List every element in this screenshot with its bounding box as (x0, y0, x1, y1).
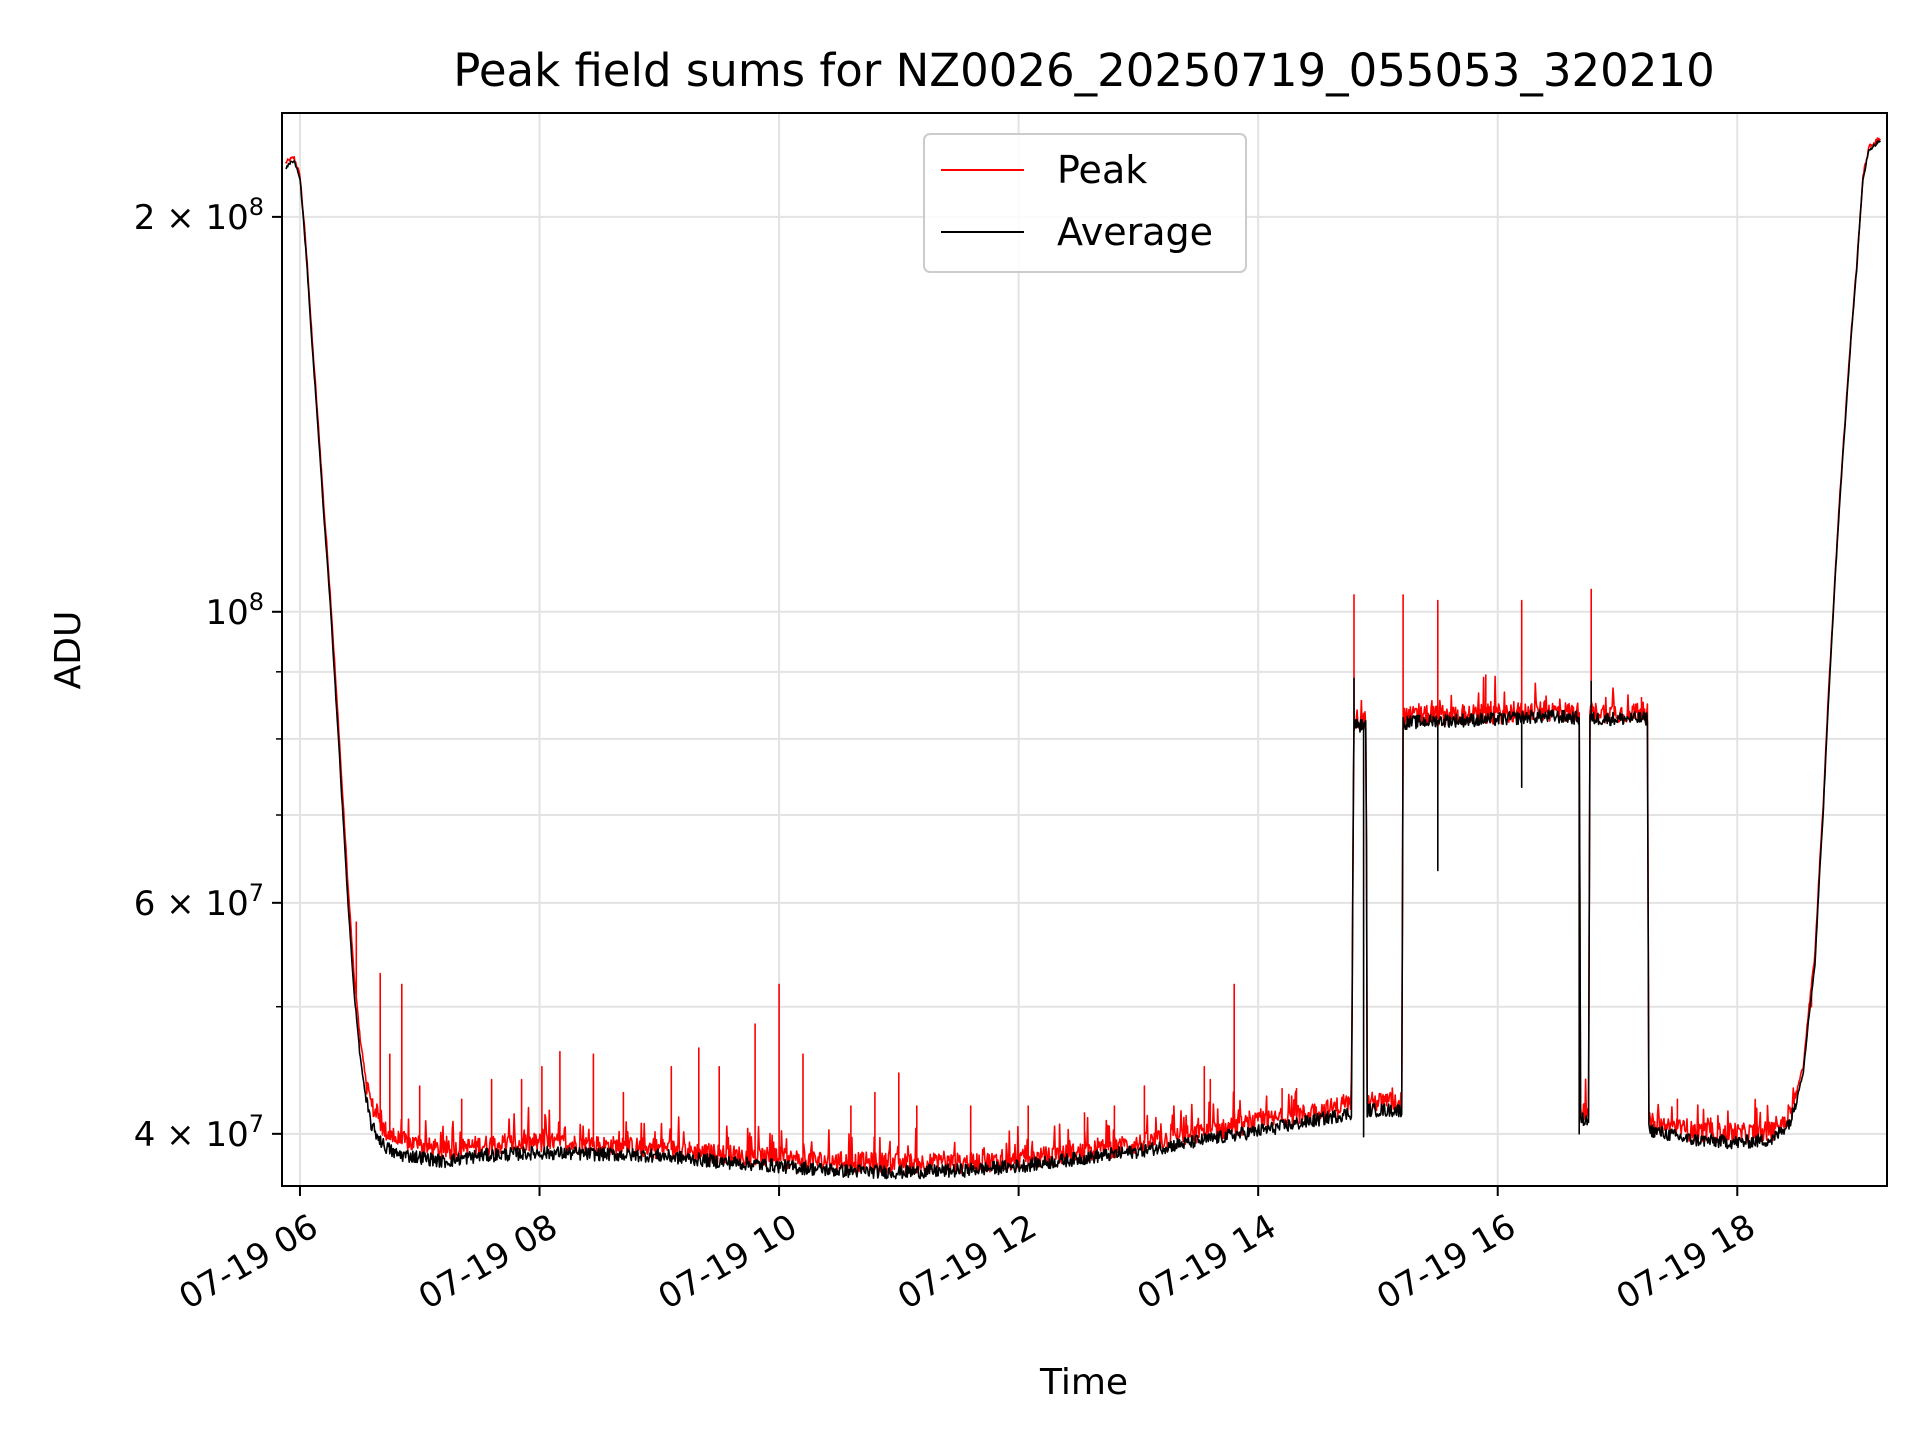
series-peak (284, 137, 1881, 1174)
y-tick-label: 6 × 107 (134, 879, 264, 924)
legend: Peak Average (923, 133, 1247, 273)
y-tick-label: 2 × 108 (134, 193, 264, 238)
y-axis: 2 × 108 108 6 × 107 4 × 107 (134, 193, 282, 1155)
series-line-average (285, 140, 1881, 1180)
chart-title: Peak field sums for NZ0026_20250719_0550… (453, 44, 1714, 97)
y-tick-label: 4 × 107 (134, 1110, 264, 1155)
plot-frame (281, 112, 1888, 1187)
legend-label-average: Average (1057, 210, 1213, 254)
legend-label-peak: Peak (1057, 148, 1147, 192)
y-axis-label: ADU (48, 611, 89, 690)
legend-box (923, 133, 1247, 273)
y-tick-label: 108 (205, 588, 264, 633)
series-layer (284, 137, 1881, 1180)
series-average (285, 140, 1881, 1180)
series-line-peak (284, 137, 1881, 1174)
x-axis-label: Time (1039, 1362, 1128, 1403)
